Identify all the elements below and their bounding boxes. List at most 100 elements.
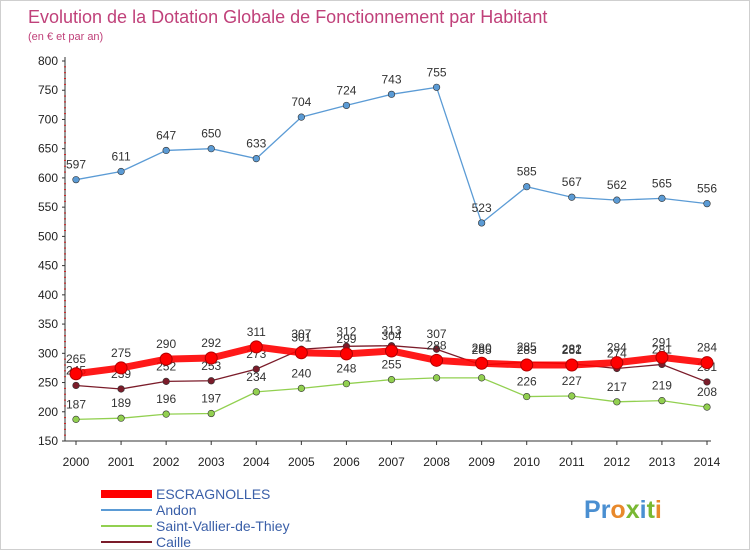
data-point: [430, 353, 444, 367]
data-label: 253: [201, 359, 221, 373]
x-tick-label: 2004: [243, 455, 270, 469]
data-point: [432, 83, 441, 91]
data-point: [69, 367, 83, 381]
data-label: 255: [381, 358, 401, 372]
data-point: [658, 194, 666, 202]
data-point: [613, 398, 621, 406]
data-label: 240: [291, 366, 311, 380]
y-tick-label: 750: [38, 83, 58, 97]
data-point: [162, 410, 170, 418]
data-label: 313: [381, 324, 401, 338]
data-label: 288: [427, 338, 447, 352]
series-layer: 187 189 196 197 234 240 248 255 226 227 217 219 208 2…: [66, 65, 717, 423]
data-label: 304: [381, 329, 401, 343]
data-point: [565, 358, 579, 372]
data-point: [294, 346, 308, 360]
x-tick-label: 2002: [153, 455, 180, 469]
data-point: [114, 361, 128, 375]
proxiti-logo: Proxiti: [584, 496, 662, 524]
x-tick-label: 2009: [468, 455, 495, 469]
data-label: 275: [111, 346, 131, 360]
data-label: 299: [336, 332, 356, 346]
x-tick-label: 2010: [513, 455, 540, 469]
data-point: [700, 356, 714, 370]
data-label: 743: [381, 72, 401, 86]
data-point: [655, 350, 669, 364]
data-point: [342, 101, 351, 110]
data-label: 307: [291, 327, 311, 341]
series-saint-vallier-de-thiey: 187 189 196 197 234 240 248 255 226 227 217 219 208: [66, 358, 717, 423]
logo-letter: i: [640, 496, 647, 524]
data-point: [252, 365, 260, 373]
data-point: [252, 388, 260, 396]
y-tick-label: 250: [38, 376, 58, 390]
data-label: 556: [697, 182, 717, 196]
y-tick-label: 550: [38, 200, 58, 214]
data-point: [207, 409, 215, 418]
data-point: [72, 176, 80, 184]
logo-letter: x: [626, 496, 640, 524]
data-label: 704: [291, 95, 311, 109]
data-point: [523, 183, 531, 191]
legend-item: Saint-Vallier-de-Thiey: [101, 518, 290, 534]
data-label: 274: [607, 347, 627, 361]
data-point: [297, 113, 305, 121]
data-label: 280: [472, 341, 492, 355]
x-tick-label: 2008: [423, 455, 450, 469]
data-point: [204, 351, 218, 365]
legend-item: Caille: [101, 534, 191, 550]
data-label: 311: [247, 325, 266, 339]
data-point: [342, 380, 351, 388]
data-label: 265: [66, 352, 86, 366]
logo-letter: t: [647, 496, 656, 524]
data-label: 283: [517, 343, 537, 357]
data-label: 226: [517, 375, 537, 389]
data-point: [478, 374, 486, 382]
logo-letter: P: [584, 496, 601, 524]
data-label: 281: [652, 342, 672, 356]
data-point: [703, 378, 711, 386]
logo-letter: o: [610, 496, 625, 524]
data-point: [658, 397, 666, 405]
y-tick-label: 300: [38, 346, 58, 360]
y-tick-label: 400: [38, 288, 58, 302]
data-point: [520, 358, 534, 372]
x-tick-label: 2014: [694, 455, 721, 469]
data-label: 650: [201, 127, 221, 141]
data-label: 312: [336, 324, 356, 338]
data-label: 724: [336, 83, 356, 97]
data-point: [432, 374, 441, 382]
data-point: [297, 384, 305, 392]
data-point: [523, 392, 531, 401]
y-tick-label: 800: [38, 54, 58, 68]
series-andon: 597 611 647 650 633 704 724 743 755 523 585 567 562 5…: [66, 65, 717, 227]
data-label: 281: [562, 343, 582, 357]
y-tick-label: 600: [38, 171, 58, 185]
data-label: 565: [652, 176, 672, 190]
data-label: 290: [156, 337, 176, 351]
data-label: 208: [697, 385, 717, 399]
data-point: [568, 193, 576, 201]
data-label: 234: [246, 370, 266, 384]
data-point: [478, 219, 486, 227]
data-label: 197: [201, 392, 221, 406]
data-label: 285: [517, 340, 537, 354]
x-tick-label: 2011: [559, 455, 585, 469]
data-point: [117, 167, 125, 176]
data-label: 597: [66, 158, 86, 172]
data-label: 585: [517, 165, 537, 179]
data-point: [72, 415, 80, 423]
y-tick-label: 150: [38, 434, 58, 448]
data-label: 284: [697, 341, 717, 355]
data-label: 284: [607, 341, 627, 355]
chart-legend: ESCRAGNOLLESAndonSaint-Vallier-de-ThieyC…: [101, 486, 290, 550]
data-point: [207, 145, 215, 153]
x-tick-label: 2007: [378, 455, 405, 469]
legend-label: Saint-Vallier-de-Thiey: [156, 518, 290, 534]
data-label: 291: [652, 335, 672, 349]
data-label: 248: [336, 362, 356, 376]
data-label: 301: [291, 331, 311, 345]
data-point: [387, 376, 396, 384]
x-tick-label: 2005: [288, 455, 315, 469]
data-point: [568, 392, 576, 400]
